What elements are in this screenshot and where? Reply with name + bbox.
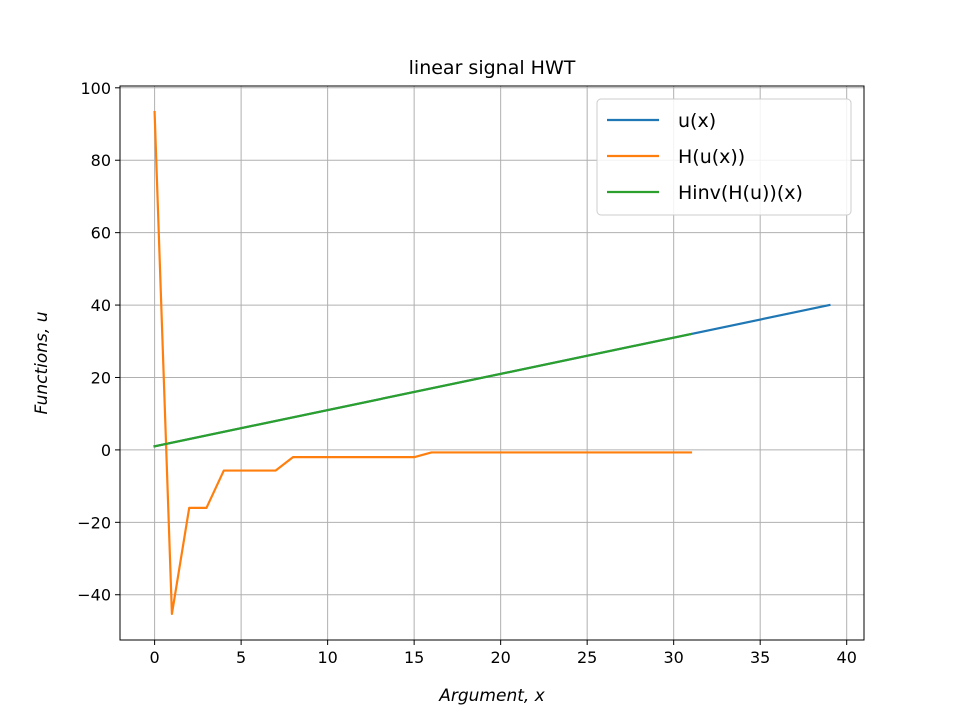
x-axis-label: Argument, x [438,686,545,706]
y-tick-label: 80 [91,151,111,170]
y-axis-label: Functions, u [32,311,52,414]
x-tick-label: 40 [837,648,857,667]
legend-label: H(u(x)) [678,146,745,168]
y-tick-label: −20 [77,513,111,532]
chart-title: linear signal HWT [409,57,576,79]
series-line-3 [153,332,693,448]
y-tick-label: 60 [91,224,111,243]
y-tick-label: 20 [91,368,111,387]
plot-frame [119,85,865,641]
series-layer [153,110,831,616]
legend-box [596,98,852,216]
x-tick-label: 0 [150,648,160,667]
axis-ticks: 0 5 10 15 20 25 30 35 40 −40 −20 0 20 40 60 80 100 [77,79,857,667]
grid-lines [120,86,864,640]
x-tick-label: 5 [236,648,246,667]
x-tick-label: 25 [577,648,597,667]
x-tick-label: 35 [750,648,770,667]
series-line-2 [153,110,693,616]
x-tick-label: 10 [317,648,337,667]
legend: u(x) H(u(x)) Hinv(H(u))(x) [596,98,852,216]
x-tick-label: 15 [404,648,424,667]
y-tick-label: 40 [91,296,111,315]
x-tick-label: 30 [663,648,683,667]
y-tick-label: 100 [80,79,111,98]
x-tick-label: 20 [490,648,510,667]
legend-label: u(x) [678,110,716,132]
y-tick-label: 0 [101,441,111,460]
y-tick-label: −40 [77,586,111,605]
legend-label: Hinv(H(u))(x) [678,182,803,204]
